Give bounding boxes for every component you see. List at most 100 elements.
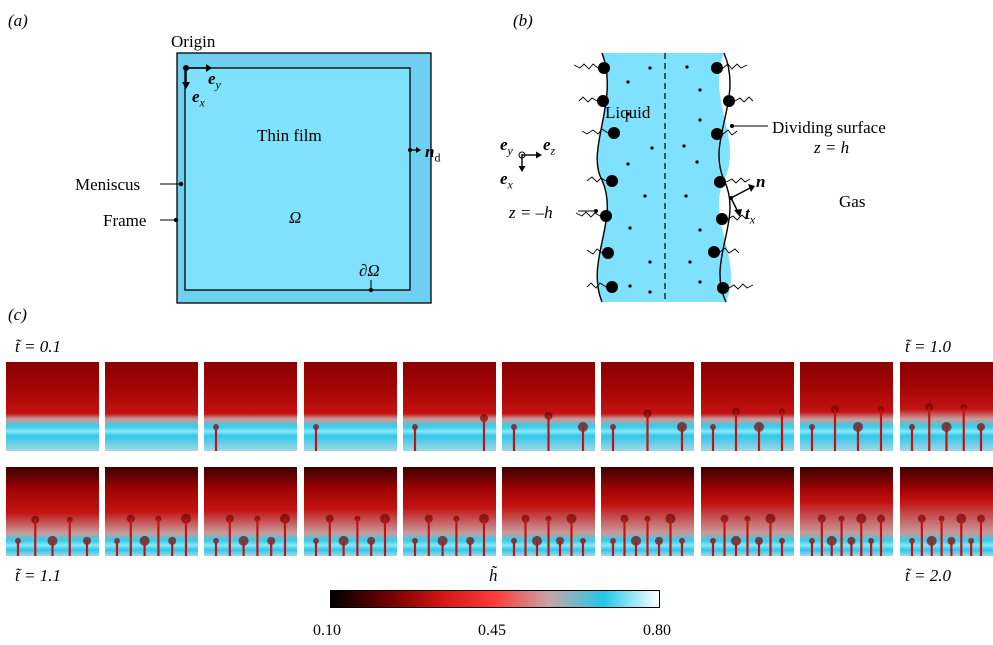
snapshot-row2-5 (403, 467, 496, 556)
nd-label: nd (425, 142, 441, 165)
plume-mark (566, 513, 577, 524)
plume-mark (213, 537, 219, 544)
plume-mark (679, 537, 685, 544)
plume-mark (877, 514, 885, 523)
plume-mark (479, 513, 489, 524)
snapshot-row1-10 (900, 362, 993, 451)
omega-label: Ω (289, 208, 302, 227)
snapshot-field (6, 362, 99, 451)
plume-mark (947, 536, 956, 545)
snapshot-row1-7 (601, 362, 694, 451)
snapshot-row2-2 (105, 467, 198, 556)
plume-mark (556, 536, 564, 545)
plume-mark (325, 514, 334, 523)
snapshot-row2-7 (601, 467, 694, 556)
snapshot-row1-4 (304, 362, 397, 451)
plume-mark (114, 537, 120, 544)
snapshot-row2-10 (900, 467, 993, 556)
plume-mark (755, 536, 763, 545)
plume-mark (655, 536, 663, 545)
snapshot-field (403, 467, 496, 556)
snapshot-field (105, 467, 198, 556)
plume-mark (620, 514, 629, 523)
tx-label: tx (745, 204, 756, 227)
snapshot-field (800, 362, 893, 451)
ex-label-b: ex (500, 169, 513, 192)
plume-mark (66, 516, 73, 523)
plume-mark (511, 537, 517, 544)
snapshot-field (304, 467, 397, 556)
plume-mark (437, 535, 448, 546)
snapshot-field (701, 362, 794, 451)
plume-mark (47, 535, 58, 546)
n-label: n (756, 172, 766, 191)
z-h-label: z = h (814, 138, 850, 157)
ex-label-a: ex (192, 87, 205, 110)
snapshot-row2-6 (502, 467, 595, 556)
liquid-label: Liquid (605, 103, 651, 122)
snapshot-row2-8 (701, 467, 794, 556)
plume-mark (155, 515, 162, 522)
plume-mark (338, 535, 349, 546)
plume-mark (168, 536, 177, 545)
colorbar-tick-mid: 0.45 (478, 622, 506, 639)
snapshot-field (403, 362, 496, 451)
plume-mark (956, 513, 967, 524)
snapshot-row1-8 (701, 362, 794, 451)
t-top-left: t̃ = 0.1 (15, 337, 61, 356)
t-bottom-left: t̃ = 1.1 (15, 566, 61, 585)
plume-mark (610, 537, 616, 544)
plume-mark (181, 513, 191, 524)
plume-mark (878, 406, 884, 413)
ez-label-b: ez (543, 135, 556, 158)
plume-mark (532, 535, 542, 546)
snapshot-field (204, 467, 297, 556)
snapshot-row2-9 (800, 467, 893, 556)
t-top-right: t̃ = 1.0 (905, 337, 951, 356)
ey-label-a: ey (208, 69, 221, 92)
snapshot-row2-1 (6, 467, 99, 556)
plume-mark (521, 514, 530, 523)
plume-mark (968, 537, 975, 544)
snapshot-row1-6 (502, 362, 595, 451)
plume-mark (909, 537, 915, 544)
snapshot-row1-2 (105, 362, 198, 451)
z-minus-h-label: z = –h (509, 203, 553, 222)
thin-film-label: Thin film (257, 126, 322, 145)
frame-label: Frame (103, 211, 147, 230)
plume-mark (280, 513, 290, 524)
gas-label: Gas (839, 192, 866, 211)
plume-mark (731, 535, 741, 546)
plume-mark (580, 537, 586, 544)
snapshot-field (800, 467, 893, 556)
plume-mark (847, 536, 856, 545)
snapshot-field (105, 362, 198, 451)
colorbar-tick-min: 0.10 (313, 622, 341, 639)
plume-mark (732, 407, 740, 416)
plume-mark (31, 515, 40, 524)
dividing-surface-label: Dividing surface (772, 118, 886, 137)
plume-mark (126, 514, 135, 523)
plume-mark (868, 537, 875, 544)
plume-mark (453, 515, 460, 522)
plume-mark (744, 515, 751, 522)
plume-mark (977, 514, 985, 523)
panel-c-tag: (c) (8, 305, 27, 324)
plume-mark (631, 535, 641, 546)
meniscus-label: Meniscus (75, 175, 141, 194)
snapshot-field (900, 467, 993, 556)
plume-mark (779, 537, 785, 544)
plume-mark (225, 514, 234, 523)
plume-mark (643, 409, 652, 418)
plume-mark (765, 513, 776, 524)
snapshot-row1-5 (403, 362, 496, 451)
plume-mark (917, 514, 926, 523)
plume-mark (354, 515, 361, 522)
plume-mark (856, 513, 867, 524)
plume-mark (809, 537, 815, 544)
snapshot-row2-4 (304, 467, 397, 556)
plume-mark (838, 515, 845, 522)
snapshot-field (204, 362, 297, 451)
